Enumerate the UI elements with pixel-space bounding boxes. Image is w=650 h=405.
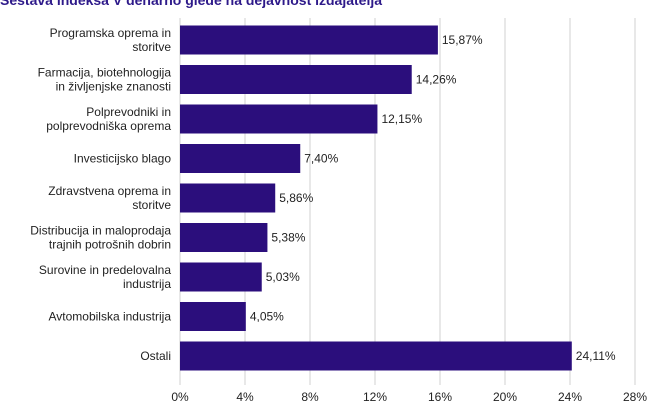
value-label: 4,05% — [250, 310, 284, 324]
category-label-line: Programska oprema in — [50, 26, 171, 40]
bar — [180, 223, 268, 252]
x-tick-label: 16% — [428, 390, 452, 404]
x-tick-labels: 0% 4% 8% 12% 16% 20% 24% 28% — [171, 390, 647, 404]
value-label: 7,40% — [304, 152, 338, 166]
x-tick-label: 20% — [493, 390, 517, 404]
bar — [180, 25, 438, 55]
bar — [180, 341, 572, 371]
category-label-line: trajnih potrošnih dobrin — [49, 238, 171, 252]
category-label-line: Ostali — [140, 349, 171, 363]
category-label: Zdravstvena oprema in storitve — [48, 184, 171, 212]
category-label-line: Farmacija, biotehnologija — [38, 66, 172, 80]
category-label: Programska oprema in storitve — [50, 26, 172, 54]
chart-title: Sestava indeksa V denarno glede na dejav… — [0, 0, 383, 8]
category-label: Farmacija, biotehnologija in življenjske … — [38, 66, 172, 94]
category-label: Distribucija in maloprodaja trajnih potro… — [30, 224, 171, 252]
category-label: Investicijsko blago — [74, 152, 172, 166]
category-label: Polprevodniki in polprevodniška oprema — [46, 105, 171, 133]
value-label: 5,38% — [271, 231, 305, 245]
bar — [180, 65, 412, 94]
value-label: 5,86% — [279, 191, 313, 205]
x-tick-label: 8% — [301, 390, 319, 404]
value-label: 15,87% — [442, 33, 483, 47]
category-label-line: polprevodniška oprema — [46, 119, 171, 133]
category-label-line: Surovine in predelovalna — [39, 263, 171, 277]
x-tick-label: 28% — [623, 390, 647, 404]
category-label-line: Distribucija in maloprodaja — [30, 224, 171, 238]
x-tick-label: 0% — [171, 390, 189, 404]
x-tick-label: 12% — [363, 390, 387, 404]
bar — [180, 104, 378, 134]
category-label: Avtomobilska industrija — [48, 310, 171, 324]
value-label: 24,11% — [576, 349, 616, 363]
category-label-line: Zdravstvena oprema in — [48, 184, 171, 198]
value-label: 14,26% — [416, 73, 457, 87]
category-label-line: Avtomobilska industrija — [48, 310, 171, 324]
category-label-line: storitve — [132, 198, 171, 212]
category-label-line: industrija — [123, 277, 171, 291]
value-label: 12,15% — [381, 112, 422, 126]
category-label-line: Investicijsko blago — [74, 152, 172, 166]
category-label: Surovine in predelovalna industrija — [39, 263, 171, 291]
x-tick-label: 4% — [236, 390, 254, 404]
category-label: Ostali — [140, 349, 171, 363]
category-label-line: Polprevodniki in — [86, 105, 171, 119]
bars — [180, 25, 572, 371]
value-labels: 15,87% 14,26% 12,15% 7,40% 5,86% 5,38% 5,03% 4,… — [250, 33, 616, 363]
x-tick-label: 24% — [558, 390, 582, 404]
bar — [180, 144, 301, 173]
category-label-line: storitve — [132, 40, 171, 54]
bar — [180, 262, 262, 292]
value-label: 5,03% — [266, 270, 300, 284]
bar — [180, 183, 276, 213]
category-label-line: in življenjske znanosti — [56, 80, 171, 94]
bar — [180, 302, 246, 331]
